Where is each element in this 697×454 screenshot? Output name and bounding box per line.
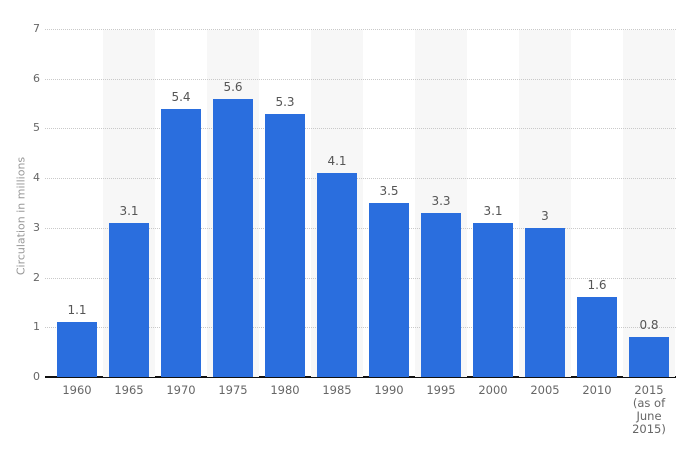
bar-2010 (577, 297, 617, 377)
bar-value-label: 5.6 (223, 79, 243, 94)
bar-1985 (317, 173, 357, 377)
x-tick-label: 1970 (166, 383, 196, 397)
gridline-y4 (45, 178, 676, 180)
x-tick-label: 1990 (374, 383, 404, 397)
y-tick-label: 7 (33, 22, 40, 35)
bar-1975 (213, 98, 253, 377)
y-tick-label: 4 (33, 171, 40, 185)
y-tick-label: 0 (33, 370, 40, 383)
x-tick-label: 1995 (426, 383, 456, 397)
bar-value-label: 3.1 (119, 203, 139, 218)
bar-2000 (473, 222, 513, 377)
gridline-y1 (45, 327, 676, 329)
gridline-y3 (45, 227, 676, 229)
bar-value-label: 3.3 (431, 193, 451, 208)
y-tick-label: 6 (33, 71, 40, 85)
gridline-y6 (45, 78, 676, 80)
bar-1990 (369, 203, 409, 377)
y-tick-label: 3 (33, 220, 40, 234)
bar-1970 (161, 108, 201, 377)
x-tick-label: 2000 (478, 383, 508, 397)
bar-value-label: 5.4 (171, 89, 191, 104)
bar-value-label: 3.1 (483, 203, 503, 218)
bar-value-label: 0.8 (639, 318, 659, 333)
bar-1980 (265, 113, 305, 377)
x-tick-label: 2005 (530, 383, 560, 397)
bar-2015 (629, 337, 669, 377)
x-tick-label: 1965 (114, 383, 144, 397)
bar-value-label: 5.3 (275, 94, 295, 109)
x-tick-label: 1980 (270, 383, 300, 397)
bar-value-label: 3.5 (379, 184, 399, 198)
bar-1995 (421, 212, 461, 377)
bar-2005 (525, 227, 565, 377)
gridline-y2 (45, 277, 676, 279)
bar-1965 (109, 222, 149, 377)
y-tick-label: 5 (33, 121, 40, 135)
bar-value-label: 1.6 (587, 278, 607, 293)
y-tick-label: 1 (33, 320, 40, 334)
bar-value-label: 1.1 (67, 303, 87, 318)
x-tick-label: 1975 (218, 383, 248, 397)
y-tick-label: 2 (33, 270, 40, 284)
gridline-y7 (45, 29, 676, 30)
column-stripe (623, 30, 675, 377)
gridline-y5 (45, 128, 676, 130)
x-tick-label: 1985 (322, 383, 352, 397)
bar-value-label: 4.1 (327, 154, 347, 169)
bar-1960 (57, 322, 97, 377)
x-tick-label: 2015 (as of June 2015) (632, 383, 666, 436)
x-tick-label: 2010 (582, 383, 612, 397)
x-axis-line (45, 376, 676, 378)
bar-value-label: 3 (541, 208, 549, 223)
x-tick-label: 1960 (62, 383, 92, 397)
